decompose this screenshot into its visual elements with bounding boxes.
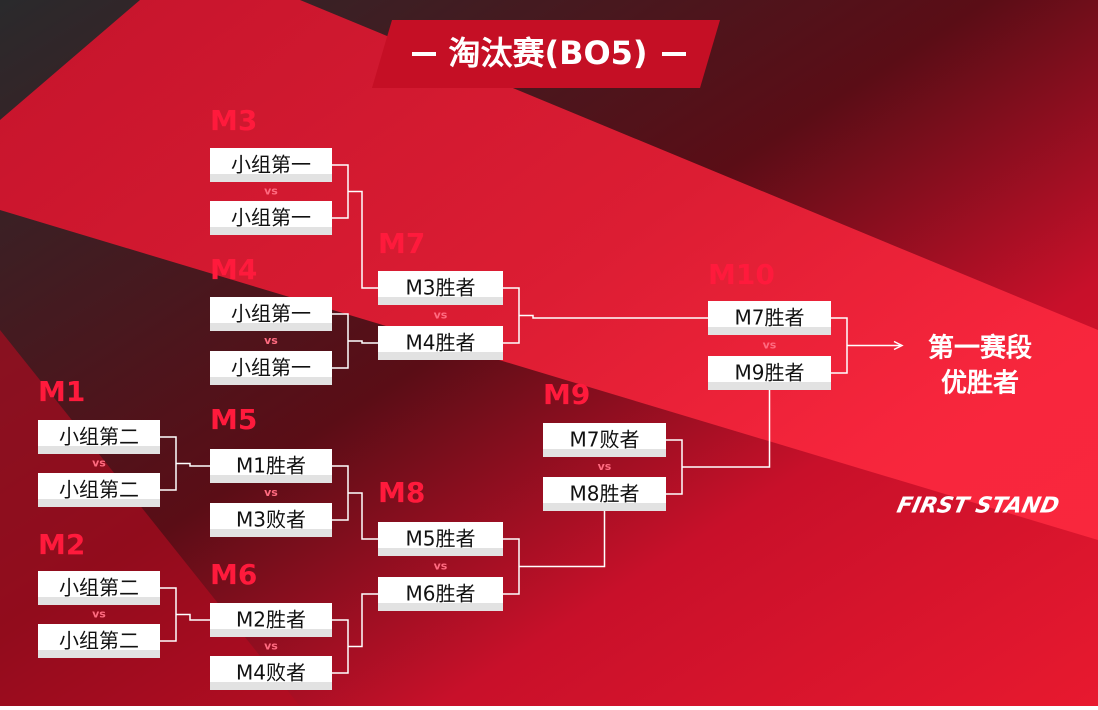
- connector: [682, 390, 771, 468]
- match-label: M3: [210, 104, 257, 137]
- winner-line: 第一赛段: [928, 333, 1032, 364]
- vs-label: vs: [434, 309, 448, 322]
- vs-label: vs: [92, 457, 106, 470]
- team-name: M7胜者: [735, 306, 805, 330]
- logo: FIRST STAND: [895, 493, 1062, 519]
- match-label: M1: [38, 375, 85, 408]
- team-name: M6胜者: [406, 582, 476, 606]
- match-label: M2: [38, 528, 85, 561]
- connector: [519, 314, 708, 319]
- match-label: M8: [378, 476, 425, 509]
- connector: [348, 593, 378, 648]
- team-name: M3胜者: [406, 276, 476, 300]
- team-name: 小组第一: [231, 356, 311, 380]
- team-box-shade: [543, 449, 666, 457]
- team-name: 小组第二: [59, 576, 139, 600]
- match-label: M10: [708, 258, 775, 291]
- connectors: [160, 164, 904, 674]
- team-name: 小组第一: [231, 302, 311, 326]
- diagonal-band: [0, 0, 1098, 540]
- team-name: 小组第二: [59, 478, 139, 502]
- team-name: M7败者: [570, 428, 640, 452]
- vs-label: vs: [264, 334, 278, 347]
- connector: [519, 511, 606, 568]
- match-label: M7: [378, 227, 425, 260]
- team-box-shade: [708, 382, 831, 390]
- vs-label: vs: [434, 560, 448, 573]
- match-label: M9: [543, 378, 590, 411]
- team-box-shade: [210, 377, 332, 385]
- team-box-shade: [38, 597, 160, 605]
- team-box-shade: [378, 603, 503, 611]
- match-label: M5: [210, 403, 257, 436]
- connector: [348, 340, 378, 344]
- team-name: M9胜者: [735, 361, 805, 385]
- team-box-shade: [378, 297, 503, 305]
- team-box-shade: [210, 475, 332, 483]
- team-name: M8胜者: [570, 482, 640, 506]
- team-name: M5胜者: [406, 527, 476, 551]
- team-box-shade: [378, 548, 503, 556]
- team-name: 小组第一: [231, 153, 311, 177]
- team-name: M1胜者: [236, 454, 306, 478]
- team-box-shade: [210, 529, 332, 537]
- vs-label: vs: [92, 608, 106, 621]
- team-name: M2胜者: [236, 608, 306, 632]
- team-box-shade: [210, 227, 332, 235]
- team-name: M4败者: [236, 661, 306, 685]
- team-box-shade: [38, 499, 160, 507]
- team-name: M4胜者: [406, 331, 476, 355]
- team-box-shade: [38, 446, 160, 454]
- connector: [176, 462, 210, 467]
- team-name: 小组第二: [59, 425, 139, 449]
- vs-label: vs: [598, 460, 612, 473]
- team-box-shade: [708, 327, 831, 335]
- team-name: 小组第一: [231, 206, 311, 230]
- team-box-shade: [378, 352, 503, 360]
- team-box-shade: [210, 682, 332, 690]
- match-label: M4: [210, 253, 257, 286]
- connector: [348, 190, 378, 289]
- vs-label: vs: [763, 339, 777, 352]
- team-box-shade: [210, 629, 332, 637]
- title: 淘汰赛(BO5): [448, 34, 647, 72]
- vs-label: vs: [264, 486, 278, 499]
- connector: [176, 613, 210, 621]
- vs-label: vs: [264, 640, 278, 653]
- team-name: 小组第二: [59, 629, 139, 653]
- winner-line: 优胜者: [941, 369, 1019, 399]
- vs-label: vs: [264, 185, 278, 198]
- connector: [348, 492, 378, 540]
- team-box-shade: [543, 503, 666, 511]
- team-box-shade: [38, 650, 160, 658]
- title-banner: [372, 20, 720, 88]
- team-box-shade: [210, 323, 332, 331]
- arrow-head: [893, 340, 904, 351]
- team-box-shade: [210, 174, 332, 182]
- match-label: M6: [210, 558, 257, 591]
- team-name: M3败者: [236, 508, 306, 532]
